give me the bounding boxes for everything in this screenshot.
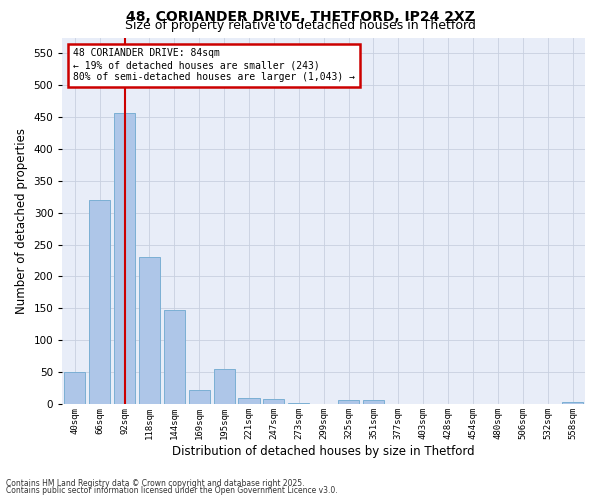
- Bar: [139, 258, 160, 404]
- Bar: [164, 310, 185, 404]
- Bar: [114, 112, 135, 404]
- Text: Contains HM Land Registry data © Crown copyright and database right 2025.: Contains HM Land Registry data © Crown c…: [6, 478, 305, 488]
- X-axis label: Distribution of detached houses by size in Thetford: Distribution of detached houses by size …: [172, 444, 475, 458]
- Bar: [89, 200, 110, 404]
- Bar: [214, 369, 235, 404]
- Text: Contains public sector information licensed under the Open Government Licence v3: Contains public sector information licen…: [6, 486, 338, 495]
- Bar: [263, 399, 284, 404]
- Bar: [562, 402, 583, 404]
- Bar: [338, 400, 359, 404]
- Bar: [64, 372, 85, 404]
- Y-axis label: Number of detached properties: Number of detached properties: [15, 128, 28, 314]
- Text: 48, CORIANDER DRIVE, THETFORD, IP24 2XZ: 48, CORIANDER DRIVE, THETFORD, IP24 2XZ: [125, 10, 475, 24]
- Text: Size of property relative to detached houses in Thetford: Size of property relative to detached ho…: [125, 19, 475, 32]
- Text: 48 CORIANDER DRIVE: 84sqm
← 19% of detached houses are smaller (243)
80% of semi: 48 CORIANDER DRIVE: 84sqm ← 19% of detac…: [73, 48, 355, 82]
- Bar: [188, 390, 210, 404]
- Bar: [363, 400, 384, 404]
- Bar: [238, 398, 260, 404]
